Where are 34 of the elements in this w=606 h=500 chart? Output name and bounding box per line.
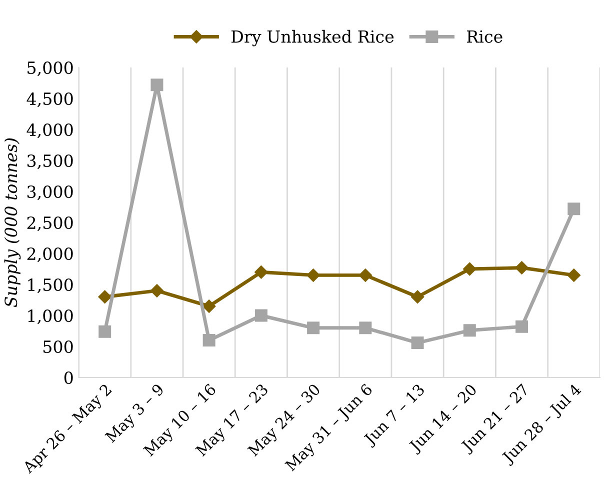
point: [307, 322, 320, 334]
y-tick-label: 1,000: [28, 309, 73, 324]
y-tick-label: 500: [44, 340, 73, 354]
legend-label: Rice: [467, 30, 502, 43]
y-tick-label: 3,000: [27, 185, 73, 200]
point: [568, 202, 580, 216]
point: [515, 261, 528, 274]
legend-label: Dry Unhusked Rice: [231, 30, 394, 46]
point: [254, 266, 268, 279]
y-axis-title: Supply (000 tonnes): [4, 138, 21, 308]
point: [567, 268, 580, 282]
y-tick-label: 3,500: [27, 154, 73, 170]
point: [359, 322, 372, 334]
point: [202, 334, 216, 347]
point: [410, 290, 424, 304]
point: [306, 268, 320, 282]
y-tick-label: 2,500: [27, 216, 73, 232]
y-tick-label: 0: [64, 371, 73, 384]
point: [150, 78, 164, 92]
y-tick-label: 4,500: [26, 92, 73, 108]
y-tick-label: 2,000: [27, 247, 73, 262]
point: [463, 324, 476, 337]
y-tick-label: 4,000: [26, 123, 73, 138]
point: [463, 262, 476, 276]
point: [98, 290, 112, 304]
point: [254, 309, 268, 322]
y-tick-label: 5,000: [28, 61, 73, 76]
point: [150, 284, 164, 298]
point: [202, 300, 216, 313]
point: [516, 320, 528, 333]
point: [411, 336, 424, 350]
point: [358, 268, 372, 282]
y-tick-label: 1,500: [28, 278, 73, 294]
point: [98, 325, 112, 338]
